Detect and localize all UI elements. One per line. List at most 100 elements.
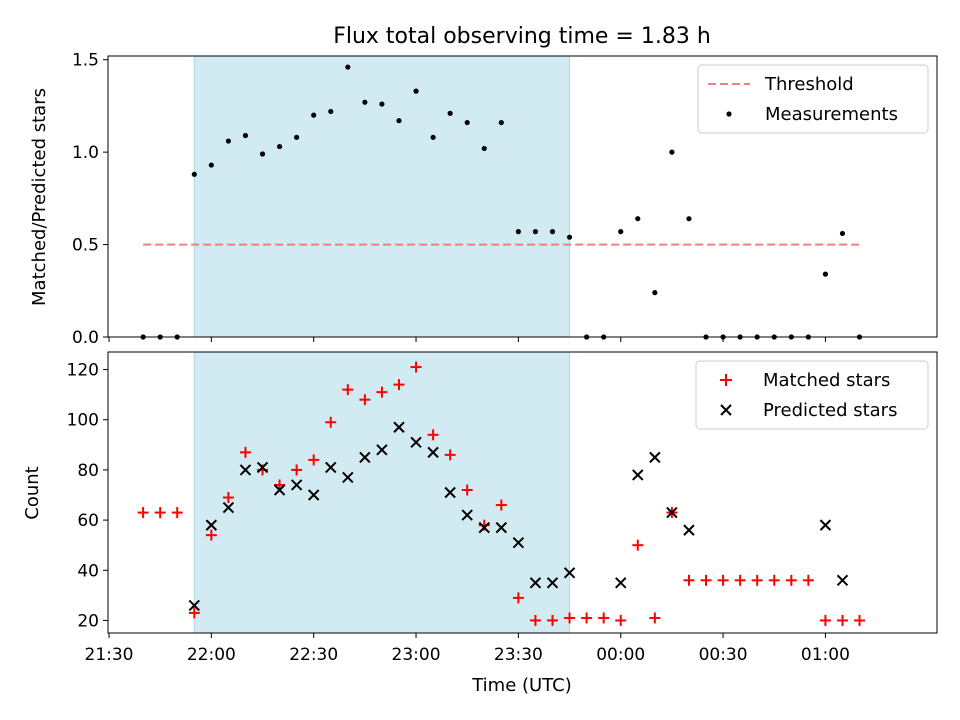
predicted-star-point (188, 599, 200, 612)
measurement-point (447, 110, 453, 116)
matched-star-point (137, 507, 149, 519)
predicted-star-point (205, 519, 218, 531)
matched-star-point (615, 614, 627, 626)
matched-star-point (768, 574, 780, 586)
predicted-star-point (836, 574, 849, 587)
predicted-star-point (376, 444, 388, 456)
matched-star-point (700, 574, 712, 586)
bottom-legend-box (695, 360, 929, 430)
top-axes: 0.0 0.5 1.0 1.5 Matched/Predicted stars Thr… (29, 51, 938, 348)
predicted-star-point (666, 506, 678, 519)
top-legend: Threshold Measurements (697, 64, 929, 134)
measurement-point (652, 290, 658, 296)
predicted-star-point (307, 489, 320, 501)
matched-star-point (325, 416, 337, 428)
x-tick-label: 00:30 (699, 645, 748, 665)
matched-star-point (359, 394, 371, 406)
predicted-star-point (615, 577, 627, 589)
matched-star-point (854, 614, 866, 626)
matched-star-point (546, 614, 558, 626)
legend-predicted-label: Predicted stars (763, 400, 897, 421)
matched-star-point (512, 592, 524, 604)
predicted-star-point (478, 521, 490, 534)
measurement-point (362, 99, 368, 105)
bottom-y-tick-label: 80 (77, 461, 99, 481)
matched-star-point (495, 499, 507, 511)
matched-star-point (785, 574, 797, 586)
measurement-point (276, 143, 283, 150)
measurement-point (191, 171, 197, 177)
measurement-point (413, 88, 419, 94)
matched-star-point (205, 529, 217, 541)
matched-star-point (410, 361, 422, 373)
matched-star-point (188, 607, 200, 619)
predicted-star-point (461, 509, 473, 521)
bottom-axes-frame (107, 351, 938, 634)
top-y-tick-label: 1.0 (72, 143, 99, 163)
predicted-star-point (632, 469, 644, 481)
predicted-star-point (649, 451, 661, 464)
matched-star-point (239, 446, 251, 458)
measurement-point (498, 119, 504, 126)
measurement-point (532, 229, 539, 235)
matched-star-point (836, 614, 848, 626)
measurement-point (669, 149, 675, 155)
matched-star-point (376, 386, 388, 398)
predicted-star-point (495, 521, 508, 534)
x-tick-label: 01:00 (801, 645, 850, 665)
predicted-star-point (256, 461, 269, 474)
matched-star-point (393, 379, 405, 391)
matched-star-point (461, 484, 473, 496)
predicted-star-point (444, 486, 456, 499)
matched-star-point (751, 574, 763, 586)
top-legend-box (697, 64, 929, 134)
measurement-point (549, 229, 556, 235)
bottom-y-tick-label: 120 (67, 361, 99, 381)
bottom-y-axis-label: Count (22, 466, 43, 519)
matched-star-point (444, 449, 456, 461)
matched-star-point (154, 507, 166, 519)
x-axis-label: Time (UTC) (471, 675, 572, 696)
measurement-point (635, 216, 641, 222)
matched-star-point (171, 507, 183, 519)
predicted-star-point (273, 484, 286, 496)
predicted-star-point (546, 577, 559, 589)
predicted-star-point (393, 421, 405, 433)
measurement-point (839, 230, 846, 237)
measurement-point (686, 216, 692, 222)
bottom-y-tick-label: 20 (77, 611, 99, 631)
measurement-point (242, 132, 249, 139)
bottom-legend: Matched stars Predicted stars (695, 360, 929, 430)
predicted-star-point (325, 461, 337, 474)
top-y-tick-label: 1.5 (72, 51, 99, 71)
measurement-point (379, 101, 385, 107)
measurement-point (481, 145, 487, 152)
observing-window-shade (193, 55, 571, 338)
measurement-point (464, 119, 470, 126)
bottom-y-tick-label: 60 (77, 511, 99, 531)
observing-window-shade (193, 351, 571, 634)
matched-star-point (598, 612, 610, 624)
predicted-star-point (342, 471, 354, 484)
legend-matched-label: Matched stars (763, 370, 890, 391)
measurement-point (618, 229, 624, 235)
matched-star-point (291, 464, 303, 476)
matched-star-point (649, 612, 661, 624)
matched-star-point (802, 574, 814, 586)
measurement-point (328, 108, 334, 115)
matched-star-point (734, 574, 746, 586)
legend-measurements-label: Measurements (765, 104, 898, 125)
matched-star-point (819, 614, 831, 626)
legend-predicted-swatch (720, 404, 732, 416)
legend-threshold-label: Threshold (764, 74, 854, 95)
predicted-star-point (819, 519, 832, 531)
measurement-point (822, 271, 829, 277)
matched-star-point (632, 539, 644, 551)
measurement-point (515, 229, 521, 235)
predicted-star-point (410, 436, 422, 449)
matched-star-point (529, 614, 541, 626)
measurement-point (311, 112, 317, 118)
measurement-point (566, 234, 573, 240)
legend-matched-swatch (720, 374, 732, 386)
